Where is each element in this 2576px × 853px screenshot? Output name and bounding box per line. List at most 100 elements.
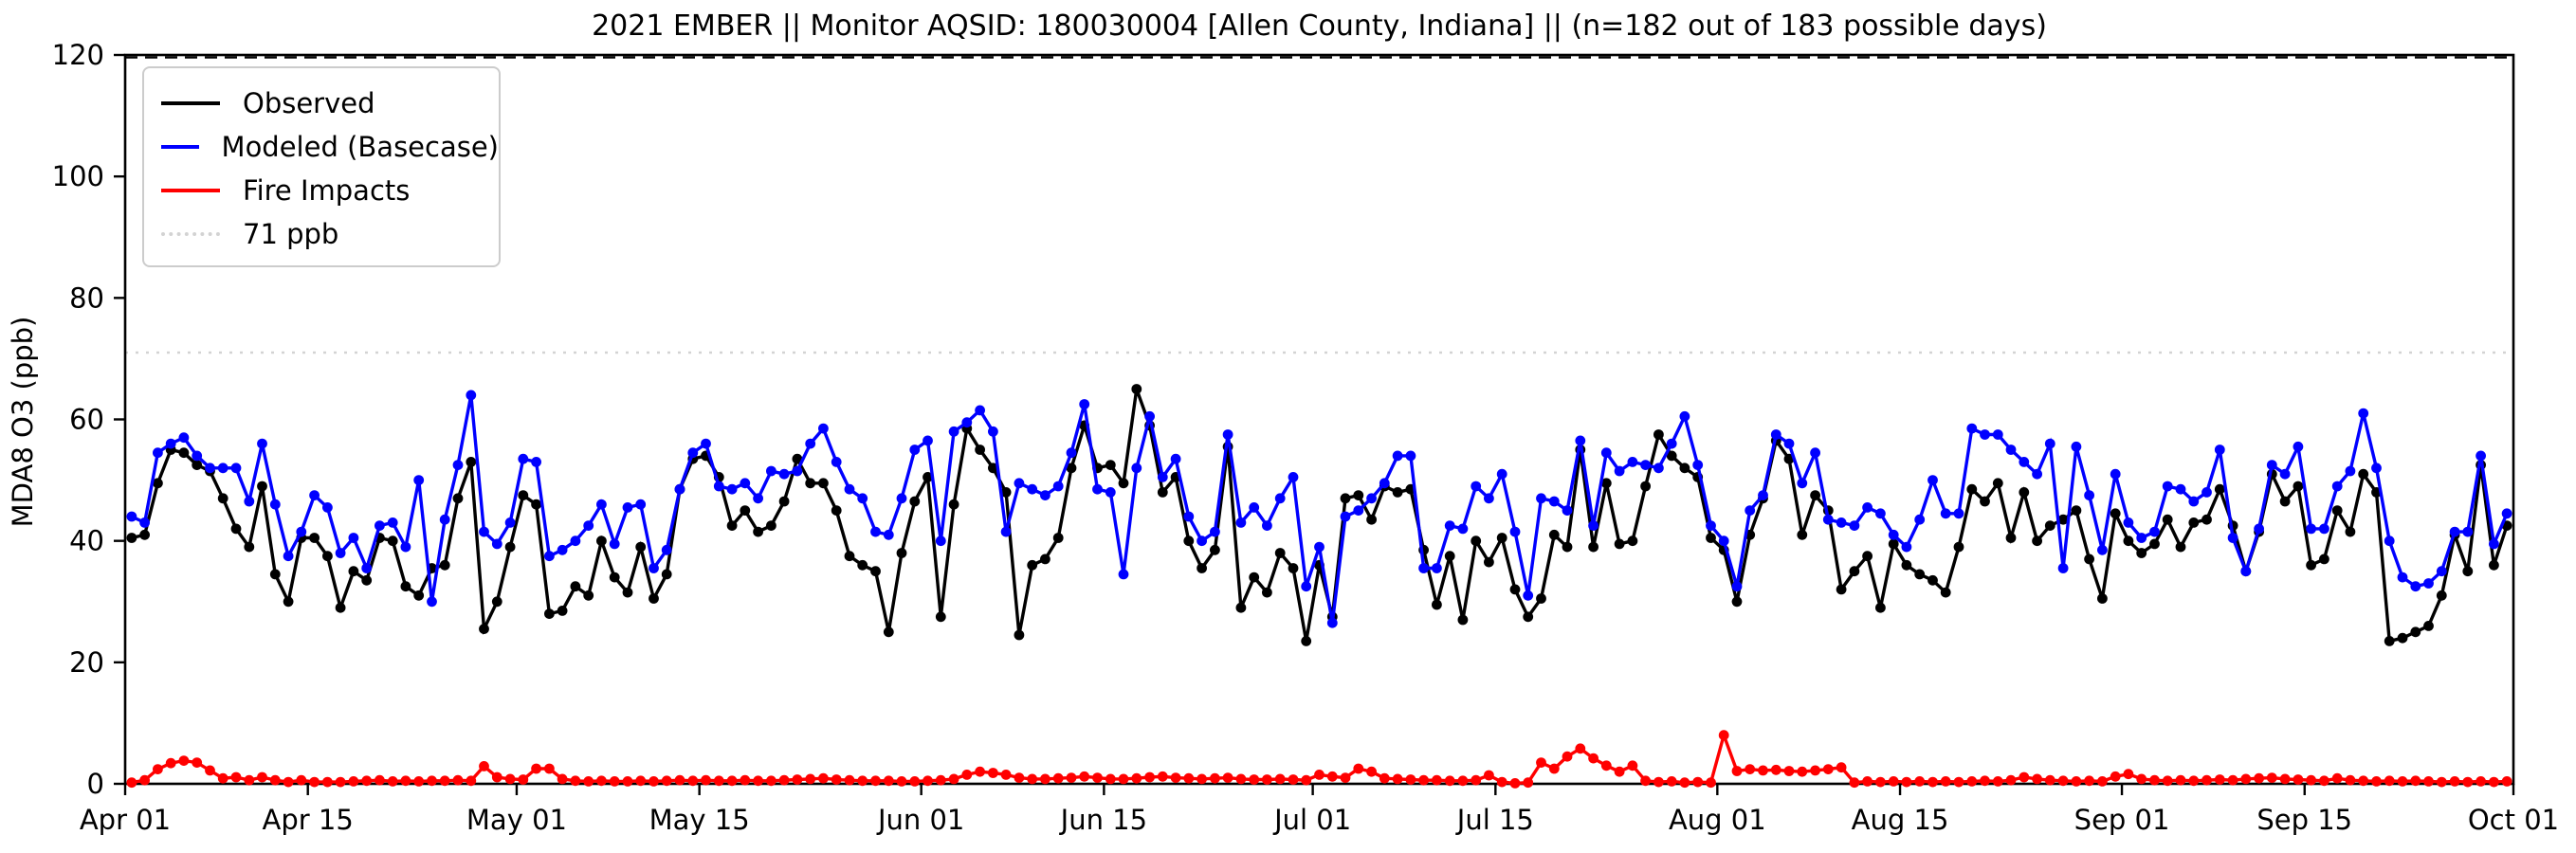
data-point <box>244 774 255 786</box>
data-point <box>1235 773 1247 785</box>
data-point <box>205 765 215 776</box>
data-point <box>1901 541 1912 553</box>
data-point <box>1157 487 1168 498</box>
data-point <box>622 776 633 787</box>
data-point <box>1052 481 1064 492</box>
data-point <box>1548 529 1560 540</box>
data-point <box>2149 774 2160 786</box>
data-point <box>544 551 555 562</box>
data-point <box>2032 535 2043 547</box>
data-point <box>518 453 529 464</box>
data-point <box>1301 581 1312 592</box>
data-point <box>1379 772 1390 784</box>
data-point <box>2123 535 2134 547</box>
data-point <box>2110 508 2121 519</box>
data-point <box>361 775 373 787</box>
data-point <box>1484 493 1494 504</box>
data-point <box>2214 774 2225 785</box>
data-point <box>1326 771 1338 782</box>
data-point <box>778 468 790 480</box>
data-point <box>2266 772 2277 783</box>
data-point <box>753 775 763 787</box>
data-point <box>2501 508 2512 519</box>
legend-item-71ppb: 71 ppb <box>144 212 499 256</box>
data-point <box>2423 578 2434 589</box>
data-point <box>1614 766 1625 777</box>
data-point <box>387 517 398 528</box>
data-point <box>1066 772 1077 783</box>
data-point <box>1210 772 1220 784</box>
data-point <box>909 496 921 507</box>
data-point <box>1822 764 1834 774</box>
x-tick-label: Jul 15 <box>1455 804 1534 836</box>
data-point <box>2319 775 2329 787</box>
data-point <box>1575 743 1586 754</box>
data-point <box>883 529 894 540</box>
data-point <box>1627 535 1638 547</box>
threshold-line-swatch <box>161 232 220 236</box>
data-point <box>2044 438 2055 449</box>
data-point <box>1731 596 1743 608</box>
data-point <box>1014 629 1025 641</box>
x-tick-label: May 01 <box>466 804 567 836</box>
data-point <box>1274 493 1286 504</box>
data-point <box>387 535 398 547</box>
data-point <box>818 478 829 489</box>
data-point <box>1770 764 1781 775</box>
data-point <box>2188 775 2200 787</box>
data-point <box>2306 523 2317 535</box>
data-point <box>2371 776 2382 787</box>
data-point <box>1509 778 1521 789</box>
data-point <box>844 774 855 786</box>
data-point <box>2032 468 2043 480</box>
data-point <box>1340 493 1351 504</box>
data-point <box>439 514 450 525</box>
data-point <box>1197 773 1207 785</box>
x-tick-label: Aug 01 <box>1669 804 1766 836</box>
data-point <box>844 551 855 562</box>
data-point <box>1875 776 1886 788</box>
data-point <box>896 776 907 787</box>
data-point <box>649 776 659 787</box>
data-point <box>1901 776 1912 788</box>
data-point <box>870 566 881 577</box>
data-point <box>1353 505 1364 516</box>
data-point <box>1014 772 1025 783</box>
data-point <box>178 755 190 766</box>
x-tick-label: Apr 15 <box>263 804 354 836</box>
data-point <box>1000 487 1012 498</box>
data-point <box>649 563 659 573</box>
legend-label: Modeled (Basecase) <box>221 131 499 163</box>
data-point <box>883 626 894 638</box>
legend-item-fire-impacts: Fire Impacts <box>144 169 499 212</box>
data-point <box>2110 771 2121 782</box>
data-point <box>909 776 921 787</box>
data-point <box>244 541 255 553</box>
data-point <box>1822 514 1834 525</box>
data-point <box>1392 450 1403 462</box>
data-point <box>1745 764 1756 774</box>
data-point <box>439 775 450 787</box>
data-point <box>479 526 489 537</box>
data-point <box>622 587 633 598</box>
data-point <box>923 472 933 482</box>
data-point <box>165 438 176 449</box>
data-point <box>753 493 763 504</box>
data-point <box>2019 487 2030 498</box>
data-point <box>1536 493 1546 504</box>
data-point <box>1927 475 1938 485</box>
data-point <box>1249 774 1260 785</box>
data-point <box>1183 535 1195 547</box>
data-point <box>2345 774 2356 786</box>
data-point <box>818 423 829 434</box>
data-point <box>1118 569 1129 580</box>
data-point <box>504 541 516 553</box>
data-point <box>192 450 203 462</box>
data-point <box>1627 760 1638 771</box>
data-point <box>2201 774 2212 786</box>
data-point <box>2084 775 2095 787</box>
data-point <box>2345 526 2356 537</box>
data-point <box>217 463 228 474</box>
data-point <box>322 502 333 513</box>
